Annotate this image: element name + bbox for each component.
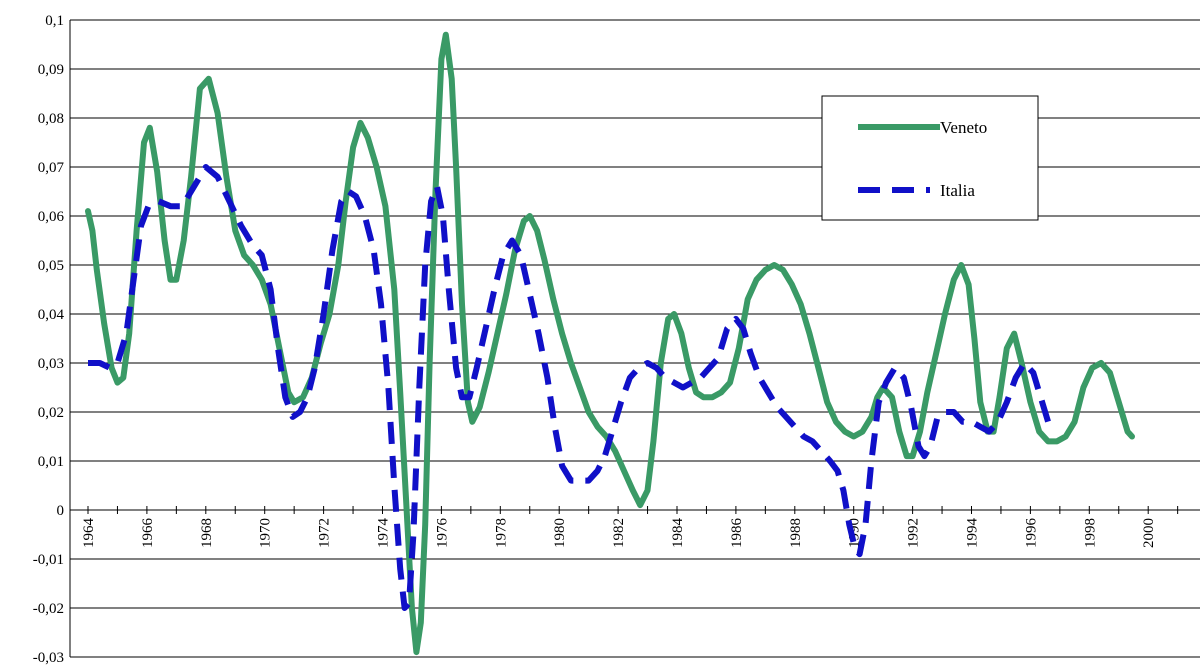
y-tick-label: 0 xyxy=(57,503,65,519)
y-tick-label: 0,03 xyxy=(38,356,64,372)
y-tick-label: -0,03 xyxy=(33,650,64,666)
y-tick-label: 0,01 xyxy=(38,454,64,470)
y-tick-label: 0,06 xyxy=(38,209,65,225)
y-tick-label: -0,02 xyxy=(33,601,64,617)
x-tick-label: 1976 xyxy=(434,518,450,549)
y-tick-label: 0,04 xyxy=(38,307,65,323)
x-tick-label: 1964 xyxy=(81,518,97,549)
x-tick-label: 1978 xyxy=(493,518,509,548)
x-tick-label: 1974 xyxy=(376,518,392,549)
y-tick-label: 0,05 xyxy=(38,258,64,274)
series-line-italia xyxy=(88,164,1055,611)
series-lines xyxy=(85,31,1135,656)
legend-box xyxy=(821,95,1039,221)
x-tick-label: 1994 xyxy=(965,518,981,549)
x-tick-label: 1986 xyxy=(729,518,745,549)
x-tick-label: 1982 xyxy=(611,518,627,548)
x-tick-label: 1984 xyxy=(670,518,686,549)
x-tick-label: 1966 xyxy=(140,518,156,549)
x-tick-label: 1996 xyxy=(1023,518,1039,549)
x-tick-label: 1972 xyxy=(317,518,333,548)
y-tick-labels: 0,1 0,09 0,08 0,07 0,06 0,05 0,04 0,03 0,02 0,01 0… xyxy=(33,13,65,666)
legend: Veneto Italia xyxy=(821,95,1039,221)
legend-label-italia: Italia xyxy=(940,181,975,200)
y-tick-label: 0,1 xyxy=(45,13,64,29)
x-tick-label: 1980 xyxy=(552,518,568,548)
x-tick-label: 1970 xyxy=(258,518,274,548)
y-tick-label: 0,07 xyxy=(38,160,65,176)
y-tick-label: -0,01 xyxy=(33,552,64,568)
axes xyxy=(69,20,1200,657)
x-tick-label: 1998 xyxy=(1082,518,1098,548)
x-tick-label: 1988 xyxy=(788,518,804,548)
y-tick-label: 0,09 xyxy=(38,62,64,78)
x-tick-label: 2000 xyxy=(1141,518,1157,548)
legend-label-veneto: Veneto xyxy=(940,118,987,137)
x-tick-labels: 1964 1966 1968 1970 1972 1974 1976 1978 1980 1982… xyxy=(81,518,1157,549)
y-tick-label: 0,02 xyxy=(38,405,64,421)
x-tick-label: 1968 xyxy=(199,518,215,548)
x-tick-label: 1992 xyxy=(906,518,922,548)
series-line-veneto xyxy=(85,31,1135,656)
y-tick-label: 0,08 xyxy=(38,111,64,127)
